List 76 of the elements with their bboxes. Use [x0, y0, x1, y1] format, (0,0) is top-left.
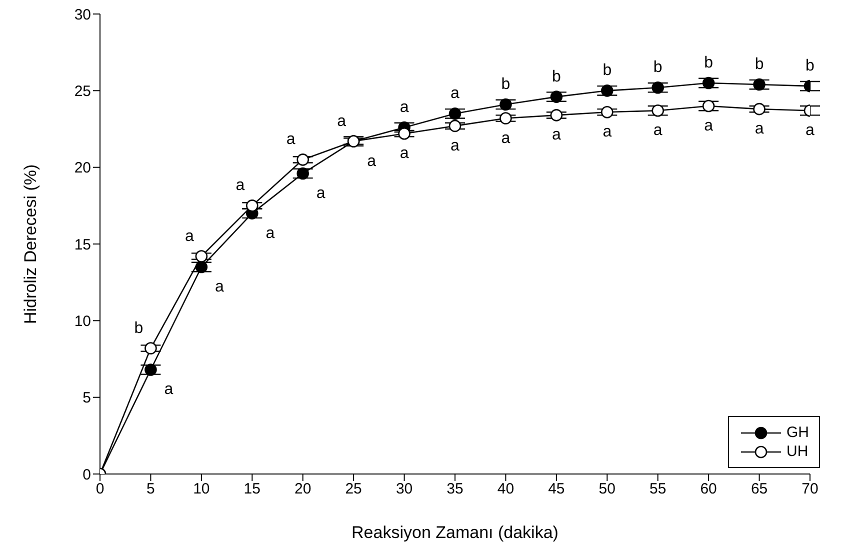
point — [500, 98, 512, 111]
x-tick-label: 60 — [700, 480, 717, 498]
annotation: a — [164, 381, 174, 398]
x-tick-label: 70 — [802, 480, 818, 498]
annotation: a — [653, 122, 662, 140]
x-axis-title: Reaksiyon Zamanı (dakika) — [352, 523, 558, 542]
annotation: a — [367, 152, 376, 170]
x-tick-label: 35 — [446, 480, 464, 498]
annotation: a — [501, 130, 510, 147]
annotation: a — [184, 228, 194, 245]
y-tick-label: 20 — [74, 160, 91, 177]
annotation: a — [236, 177, 245, 194]
x-tick-label: 15 — [244, 480, 260, 498]
point — [448, 108, 462, 120]
point — [652, 81, 664, 94]
point — [600, 84, 614, 97]
point — [702, 76, 715, 90]
y-tick-label: 10 — [74, 312, 91, 330]
annotation: a — [602, 124, 612, 141]
annotation: a — [754, 120, 764, 138]
point — [398, 127, 410, 140]
x-tick-label: 30 — [396, 480, 413, 498]
y-tick-label: 30 — [74, 6, 91, 24]
annotation: b — [653, 59, 662, 76]
point — [652, 104, 664, 117]
point — [296, 167, 310, 180]
x-tick-label: 25 — [345, 480, 362, 498]
annotation: b — [501, 76, 510, 93]
annotation: a — [316, 184, 326, 202]
annotation: a — [450, 137, 460, 154]
x-tick-label: 10 — [193, 480, 210, 498]
legend-label: GH — [786, 424, 809, 441]
annotation: a — [266, 224, 275, 242]
point — [550, 90, 563, 103]
point — [144, 342, 157, 354]
point — [448, 120, 462, 132]
y-tick-label: 5 — [82, 390, 91, 407]
x-tick-label: 45 — [548, 480, 565, 498]
point — [195, 260, 208, 274]
point — [702, 100, 715, 112]
annotation: a — [214, 278, 224, 296]
x-tick-label: 50 — [598, 480, 616, 498]
annotation: a — [286, 131, 296, 148]
annotation: a — [704, 118, 714, 134]
x-tick-label: 65 — [750, 480, 768, 498]
point — [753, 102, 766, 116]
x-tick-label: 20 — [294, 480, 312, 498]
annotation: a — [552, 126, 561, 144]
y-tick-label: 15 — [74, 236, 91, 254]
point — [500, 112, 512, 124]
annotation: a — [806, 122, 815, 140]
legend-label: UH — [786, 443, 808, 460]
x-tick-label: 5 — [146, 480, 155, 498]
annotation: b — [754, 56, 764, 74]
y-tick-label: 25 — [74, 82, 91, 100]
x-tick-label: 0 — [96, 480, 104, 498]
point — [195, 250, 208, 262]
annotation: b — [806, 58, 815, 75]
x-tick-label: 40 — [497, 480, 514, 498]
y-tick-label: 0 — [82, 466, 91, 484]
point — [753, 78, 766, 91]
annotation: b — [602, 62, 612, 80]
annotation: a — [400, 98, 409, 116]
x-tick-label: 55 — [650, 480, 666, 498]
point — [600, 106, 614, 118]
y-axis-title: Hidroliz Derecesi (%) — [21, 164, 40, 324]
point — [144, 364, 157, 376]
point — [296, 154, 310, 166]
annotation: b — [134, 320, 144, 337]
annotation: a — [400, 145, 409, 162]
annotation: b — [552, 68, 561, 86]
point — [246, 200, 258, 212]
annotation: a — [337, 112, 346, 130]
point — [550, 109, 563, 122]
annotation: a — [450, 85, 460, 102]
annotation: b — [704, 54, 714, 72]
